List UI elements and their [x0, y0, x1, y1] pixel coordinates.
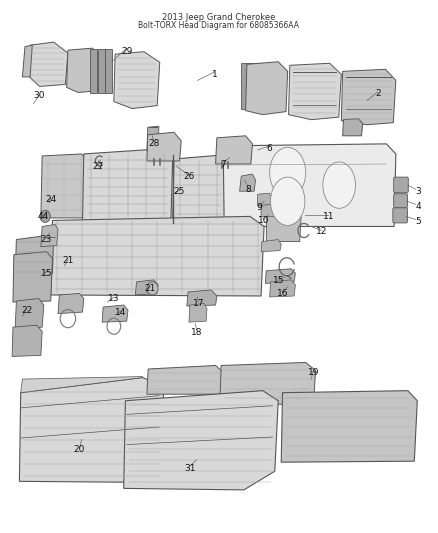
Polygon shape — [135, 280, 158, 295]
Polygon shape — [265, 269, 295, 284]
FancyBboxPatch shape — [394, 193, 407, 208]
Text: 1: 1 — [212, 70, 218, 79]
Polygon shape — [258, 193, 272, 205]
Text: 9: 9 — [256, 203, 262, 212]
Polygon shape — [189, 303, 207, 322]
Text: 28: 28 — [148, 139, 159, 148]
Text: 15: 15 — [273, 277, 285, 285]
Polygon shape — [220, 144, 396, 227]
Text: 20: 20 — [74, 445, 85, 454]
Ellipse shape — [270, 148, 306, 198]
Polygon shape — [15, 298, 44, 329]
Polygon shape — [67, 48, 102, 93]
Polygon shape — [102, 305, 128, 322]
Text: 21: 21 — [145, 284, 156, 293]
Text: 16: 16 — [277, 289, 288, 298]
Polygon shape — [12, 325, 42, 357]
Text: 3: 3 — [416, 187, 421, 196]
Polygon shape — [173, 155, 224, 223]
Text: 19: 19 — [307, 368, 319, 377]
Text: 14: 14 — [116, 308, 127, 317]
Text: 7: 7 — [220, 159, 226, 168]
Text: 2: 2 — [375, 89, 381, 98]
Polygon shape — [281, 391, 417, 462]
Text: 18: 18 — [191, 328, 202, 337]
Polygon shape — [241, 63, 248, 109]
Text: 12: 12 — [316, 227, 328, 236]
Polygon shape — [147, 132, 181, 161]
Polygon shape — [246, 62, 288, 115]
Text: 31: 31 — [184, 464, 195, 473]
Circle shape — [147, 282, 158, 295]
Text: 2013 Jeep Grand Cherokee: 2013 Jeep Grand Cherokee — [162, 13, 276, 22]
Polygon shape — [220, 362, 315, 404]
Polygon shape — [15, 235, 54, 277]
Polygon shape — [105, 49, 112, 93]
Text: 17: 17 — [193, 299, 204, 308]
Polygon shape — [270, 280, 295, 297]
Ellipse shape — [271, 177, 305, 225]
Text: Bolt-TORX Head Diagram for 68085366AA: Bolt-TORX Head Diagram for 68085366AA — [138, 21, 300, 30]
Text: 24: 24 — [45, 195, 57, 204]
Polygon shape — [215, 136, 252, 164]
Text: 26: 26 — [183, 172, 194, 181]
Text: 13: 13 — [108, 294, 120, 303]
Polygon shape — [261, 204, 275, 216]
Polygon shape — [261, 239, 281, 252]
Text: 22: 22 — [21, 305, 32, 314]
Polygon shape — [187, 290, 217, 306]
Polygon shape — [41, 154, 89, 218]
Text: 5: 5 — [416, 217, 421, 226]
Polygon shape — [82, 149, 173, 221]
Polygon shape — [21, 376, 143, 393]
Polygon shape — [41, 224, 58, 247]
Polygon shape — [58, 294, 84, 313]
Polygon shape — [98, 49, 105, 93]
Text: 15: 15 — [41, 269, 52, 278]
FancyBboxPatch shape — [393, 208, 407, 223]
Text: 10: 10 — [258, 216, 269, 225]
Polygon shape — [22, 45, 32, 77]
Polygon shape — [114, 52, 160, 109]
Polygon shape — [147, 366, 223, 394]
Text: 27: 27 — [92, 161, 104, 171]
Text: 29: 29 — [121, 47, 132, 56]
Text: 21: 21 — [62, 256, 74, 265]
Text: 25: 25 — [174, 187, 185, 196]
Polygon shape — [147, 126, 159, 151]
Polygon shape — [341, 69, 396, 125]
Polygon shape — [19, 377, 164, 482]
Text: 8: 8 — [245, 185, 251, 193]
Polygon shape — [343, 119, 363, 136]
Polygon shape — [90, 49, 97, 93]
Polygon shape — [240, 174, 255, 191]
Text: 23: 23 — [40, 235, 52, 244]
Ellipse shape — [323, 162, 356, 208]
Polygon shape — [255, 63, 262, 109]
Polygon shape — [266, 204, 301, 241]
Text: 11: 11 — [323, 212, 334, 221]
Polygon shape — [27, 42, 68, 86]
Polygon shape — [51, 216, 264, 296]
FancyBboxPatch shape — [394, 177, 408, 193]
Text: 6: 6 — [267, 144, 272, 154]
Circle shape — [40, 211, 50, 222]
Polygon shape — [289, 63, 341, 120]
Polygon shape — [124, 391, 278, 490]
Polygon shape — [13, 252, 53, 302]
Text: 4: 4 — [416, 202, 421, 211]
Text: 44: 44 — [37, 212, 49, 221]
Text: 30: 30 — [33, 91, 45, 100]
Polygon shape — [248, 63, 254, 109]
